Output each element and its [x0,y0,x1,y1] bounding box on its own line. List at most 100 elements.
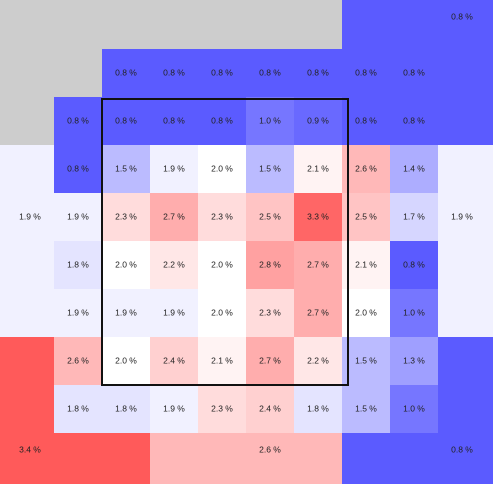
cell-label-r0-c5: 0.9 % [307,115,329,125]
cell-label-r5-c7: 1.3 % [403,355,425,365]
outer-region-bottom-left-ext [102,433,150,484]
cell-label-r1-c3: 2.0 % [211,163,233,173]
cell-label-r6-c6: 1.5 % [355,403,377,413]
cell-label-r0-c2: 0.8 % [163,115,185,125]
cell-label-r4-c6: 2.0 % [355,307,377,317]
cell-label-r4-c7: 1.0 % [403,307,425,317]
heatmap-cell-r1-c5 [294,145,342,193]
cell-label-r3-c0: 1.8 % [67,259,89,269]
cell-label-r2-c5: 3.3 % [307,211,329,221]
cell-label-top-4: 0.8 % [307,67,329,77]
heatmap-cell-r3-c0 [54,241,102,289]
cell-label-r2-c3: 2.3 % [211,211,233,221]
heatmap-cell-r3-c5 [294,241,342,289]
cell-label-r2-c1: 2.3 % [115,211,137,221]
heatmap-cell-r1-c2 [150,145,198,193]
heatmap-cell-r4-c6 [342,289,390,337]
heatmap-cell-r3-c2 [150,241,198,289]
heatmap-cell-top-4 [294,49,342,97]
cell-label-r5-c3: 2.1 % [211,355,233,365]
heatmap-cell-r5-c0 [54,337,102,385]
outer-label-left: 1.9 % [19,211,41,221]
cell-label-r3-c7: 0.8 % [403,259,425,269]
heatmap-cell-r5-c4 [246,337,294,385]
heatmap-cell-top-6 [390,49,438,97]
heatmap-cell-r5-c1 [102,337,150,385]
cell-label-r2-c0: 1.9 % [67,211,89,221]
cell-label-r4-c1: 1.9 % [115,307,137,317]
cell-label-r0-c0: 0.8 % [67,115,89,125]
heatmap-cell-r6-c1 [102,385,150,433]
cell-label-r2-c4: 2.5 % [259,211,281,221]
cell-label-r0-c4: 1.0 % [259,115,281,125]
cell-label-r3-c3: 2.0 % [211,259,233,269]
cell-label-r1-c2: 1.9 % [163,163,185,173]
cell-label-top-3: 0.8 % [259,67,281,77]
heatmap-cell-r3-c1 [102,241,150,289]
cell-label-r6-c1: 1.8 % [115,403,137,413]
cell-label-r6-c7: 1.0 % [403,403,425,413]
outer-region-bottom-right-ext [342,433,438,484]
cell-label-top-2: 0.8 % [211,67,233,77]
cell-label-r3-c4: 2.8 % [259,259,281,269]
outer-label-bottom-left: 3.4 % [19,444,41,454]
cell-label-r4-c3: 2.0 % [211,307,233,317]
heatmap-cell-r0-c1 [102,97,150,145]
heatmap-cell-r2-c7 [390,193,438,241]
heatmap-cell-r2-c1 [102,193,150,241]
heatmap-cell-r6-c2 [150,385,198,433]
heatmap-cell-r4-c4 [246,289,294,337]
heatmap-cell-r6-c5 [294,385,342,433]
outer-label-top-right: 0.8 % [451,11,473,21]
outer-label-bottom-center: 2.6 % [259,444,281,454]
heatmap-cell-r6-c6 [342,385,390,433]
cell-label-r2-c7: 1.7 % [403,211,425,221]
heatmap-cell-r2-c0 [54,193,102,241]
heatmap-cell-r4-c0 [54,289,102,337]
heatmap-cell-top-3 [246,49,294,97]
heatmap-cell-r4-c5 [294,289,342,337]
heatmap-cell-r1-c0 [54,145,102,193]
heatmap-cell-r6-c4 [246,385,294,433]
heatmap-cell-r6-c3 [198,385,246,433]
heatmap-cell-r2-c5 [294,193,342,241]
heatmap-cell-r0-c0 [54,97,102,145]
cell-label-r2-c2: 2.7 % [163,211,185,221]
cell-label-r5-c4: 2.7 % [259,355,281,365]
heatmap-cell-r5-c3 [198,337,246,385]
cell-label-r5-c2: 2.4 % [163,355,185,365]
outer-label-right: 1.9 % [451,211,473,221]
cell-label-top-1: 0.8 % [163,67,185,77]
outer-region-right [438,145,493,337]
cell-label-r4-c4: 2.3 % [259,307,281,317]
cell-label-r6-c5: 1.8 % [307,403,329,413]
heatmap-cell-r0-c6 [342,97,390,145]
cell-label-r1-c4: 1.5 % [259,163,281,173]
cell-label-r1-c7: 1.4 % [403,163,425,173]
strike-zone-box [101,98,349,386]
heatmap-cell-top-0 [102,49,150,97]
heatmap-cell-r0-c4 [246,97,294,145]
heatmap-cell-r4-c1 [102,289,150,337]
heatmap-cell-r0-c2 [150,97,198,145]
heatmap-cell-r6-c7 [390,385,438,433]
cell-label-top-6: 0.8 % [403,67,425,77]
heatmap-cell-r1-c7 [390,145,438,193]
cell-label-r3-c2: 2.2 % [163,259,185,269]
cell-label-r2-c6: 2.5 % [355,211,377,221]
heatmap-cell-r1-c6 [342,145,390,193]
cell-label-r3-c5: 2.7 % [307,259,329,269]
cell-label-r5-c0: 2.6 % [67,355,89,365]
heatmap-cell-r1-c1 [102,145,150,193]
cell-label-r0-c3: 0.8 % [211,115,233,125]
cell-label-r4-c2: 1.9 % [163,307,185,317]
heatmap-cell-top-1 [150,49,198,97]
heatmap-cell-r2-c6 [342,193,390,241]
cell-label-r5-c6: 1.5 % [355,355,377,365]
heatmap-cell-r1-c3 [198,145,246,193]
cell-label-r0-c7: 0.8 % [403,115,425,125]
cell-label-r1-c6: 2.6 % [355,163,377,173]
heatmap-cell-r4-c2 [150,289,198,337]
heatmap-cell-r5-c7 [390,337,438,385]
